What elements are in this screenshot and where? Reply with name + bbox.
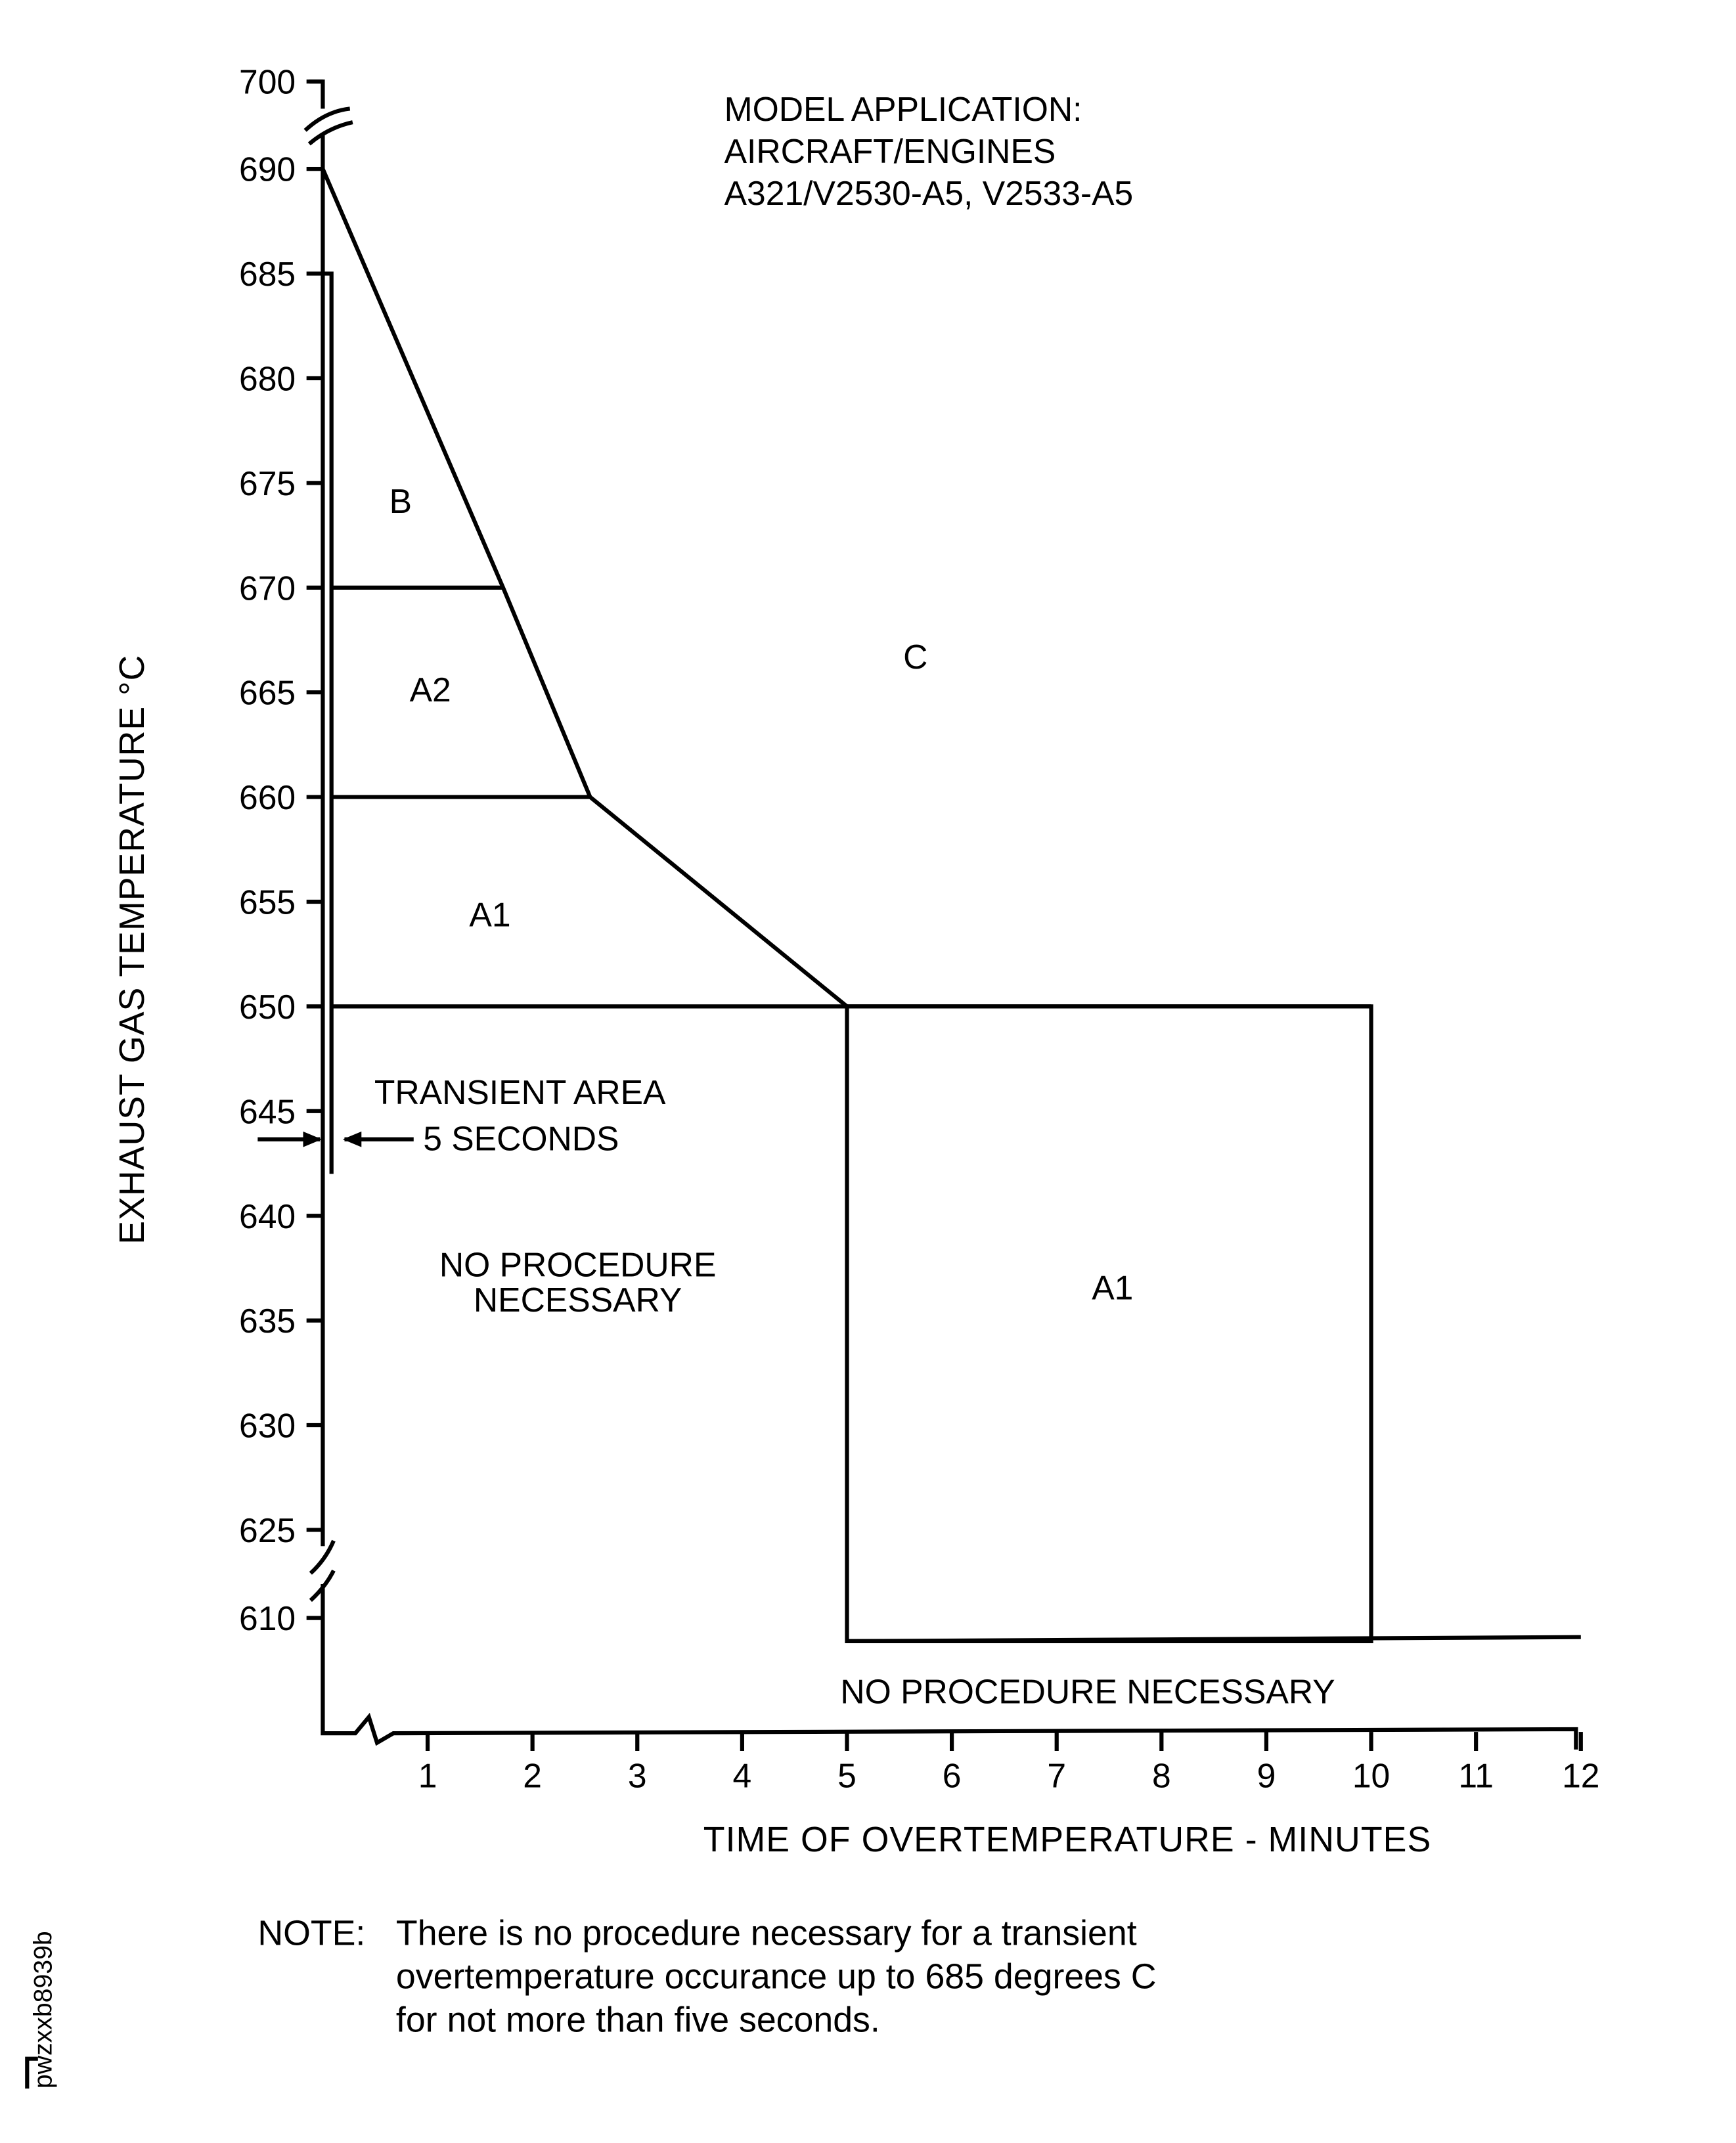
y-tick-label: 650 [239,988,296,1026]
note-label: NOTE: [257,1913,365,1953]
x-tick-label: 2 [523,1757,542,1795]
y-axis-title: EXHAUST GAS TEMPERATURE °C [112,655,152,1245]
x-axis-title: TIME OF OVERTEMPERATURE - MINUTES [703,1820,1432,1859]
note-line-1: There is no procedure necessary for a tr… [396,1913,1137,1953]
no-procedure-left-line-2: NECESSARY [474,1281,682,1319]
y-tick-label: 610 [239,1599,296,1637]
y-tick-label: 670 [239,569,296,607]
lower-boundary-line [847,1635,1581,1643]
y-tick-label: 625 [239,1511,296,1549]
model-application-line-1: MODEL APPLICATION: [724,90,1082,128]
y-tick-label: 655 [239,883,296,921]
y-axis-break-top-icon [303,106,353,146]
model-application-line-3: A321/V2530-A5, V2533-A5 [724,174,1134,212]
y-tick-label: 675 [239,464,296,502]
no-procedure-bottom: NO PROCEDURE NECESSARY [840,1673,1335,1711]
y-tick-label: 665 [239,674,296,712]
model-application-line-2: AIRCRAFT/ENGINES [724,132,1056,170]
region-label-a1-box: A1 [1092,1268,1133,1306]
y-tick-label: 700 [239,63,296,101]
x-tick-label: 4 [733,1757,752,1795]
x-tick-label: 12 [1562,1757,1599,1795]
figure-id: pwzxxb8939b [28,1931,57,2088]
transient-arrow-right-head-icon [342,1131,362,1147]
y-tick-label: 680 [239,360,296,398]
x-tick-label: 6 [943,1757,962,1795]
region-label-a2: A2 [410,671,451,709]
y-tick-label: 635 [239,1302,296,1340]
figure-id-bracket [25,2056,38,2089]
a1-zone-box [845,1004,1373,1643]
y-tick-label: 690 [239,150,296,188]
x-axis-line [321,1584,1578,1750]
region-label-c: C [903,638,927,676]
x-tick-label: 9 [1257,1757,1276,1795]
x-tick-label: 1 [418,1757,437,1795]
five-seconds-label: 5 SECONDS [423,1119,619,1157]
y-tick-label: 660 [239,778,296,816]
axes: 7006906856806756706656606556506456406356… [239,63,1599,1795]
x-tick-label: 3 [628,1757,647,1795]
note-line-2: overtemperature occurance up to 685 degr… [396,1956,1157,1996]
transient-arrow-left-head-icon [303,1131,322,1147]
x-tick-label: 11 [1458,1757,1494,1795]
limit-curve [321,167,849,1008]
no-procedure-left-line-1: NO PROCEDURE [439,1245,717,1283]
x-tick-label: 10 [1352,1757,1390,1795]
x-tick-label: 8 [1152,1757,1171,1795]
y-tick-label: 630 [239,1407,296,1445]
note-line-3: for not more than five seconds. [396,2000,880,2039]
chart-marks [321,167,1581,1643]
y-tick-label: 645 [239,1092,296,1130]
x-tick-label: 7 [1047,1757,1066,1795]
y-tick-label: 685 [239,255,296,293]
transient-area-label: TRANSIENT AREA [374,1073,666,1111]
region-label-a1-upper: A1 [469,896,510,934]
y-tick-label: 640 [239,1197,296,1235]
x-tick-label: 5 [837,1757,857,1795]
transient-limit-line [323,271,334,1174]
y-axis-top-segment [309,79,325,109]
region-label-b: B [389,482,412,520]
